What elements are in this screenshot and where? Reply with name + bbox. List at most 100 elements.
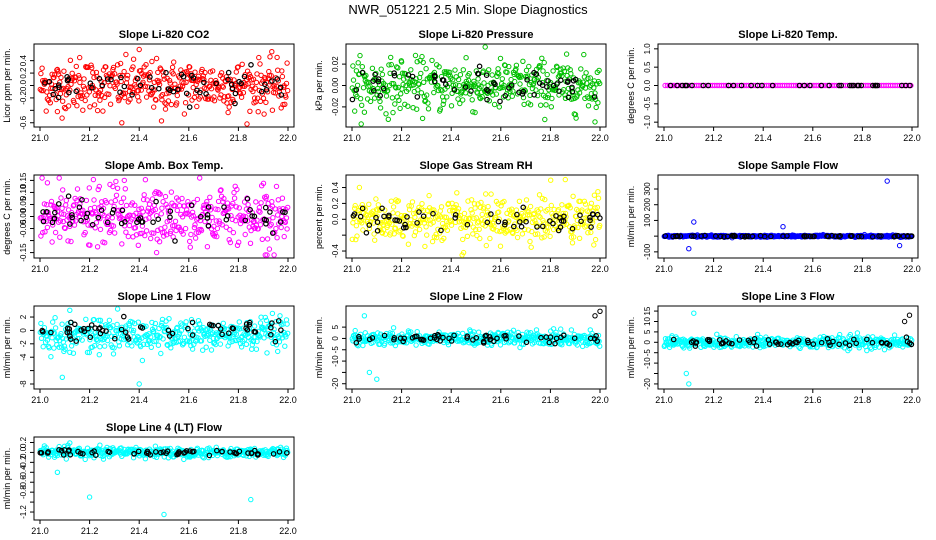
data-point	[40, 344, 46, 350]
data-point	[136, 98, 142, 104]
data-point-reference	[278, 92, 285, 98]
data-point-reference	[516, 333, 522, 339]
x-tick-label: 21.8	[542, 264, 560, 274]
data-point	[227, 339, 233, 345]
data-point	[179, 195, 185, 202]
data-point-reference	[118, 220, 125, 227]
data-point	[468, 197, 475, 203]
data-point	[187, 64, 193, 70]
outlier-point	[136, 381, 142, 387]
data-point	[891, 332, 898, 338]
outlier-point	[884, 178, 890, 184]
data-point	[197, 321, 203, 327]
y-tick-label: 0.00	[331, 77, 340, 93]
scatter-points	[661, 178, 915, 252]
x-tick-label: 21.4	[130, 264, 148, 274]
x-tick-label: 21.0	[655, 395, 673, 405]
data-point	[97, 344, 103, 350]
data-point	[220, 84, 227, 90]
data-point	[130, 56, 137, 62]
data-point-reference	[677, 233, 684, 240]
data-point-reference	[43, 209, 50, 215]
data-point-reference	[58, 447, 65, 454]
data-point	[585, 340, 591, 347]
data-point	[233, 69, 240, 75]
data-point	[158, 211, 165, 217]
data-point-reference	[440, 334, 446, 341]
data-point	[440, 101, 446, 108]
outlier-point	[683, 370, 689, 377]
data-point	[578, 66, 584, 72]
y-tick-label: 0.2	[331, 197, 340, 209]
y-tick-label: -20	[331, 377, 340, 389]
data-point	[118, 336, 124, 342]
data-point-reference	[65, 193, 72, 200]
data-point-reference	[569, 225, 576, 232]
data-point	[215, 206, 221, 213]
data-point	[59, 205, 65, 212]
data-point	[538, 206, 544, 212]
data-point-reference	[547, 218, 553, 224]
data-point	[171, 59, 177, 65]
outlier-point	[119, 120, 125, 126]
data-point	[179, 83, 186, 90]
data-point	[192, 69, 198, 75]
data-point	[375, 330, 381, 336]
data-point	[491, 223, 497, 229]
data-point	[255, 109, 261, 115]
data-point	[114, 185, 121, 192]
data-point	[355, 60, 361, 66]
data-point	[389, 330, 396, 337]
data-point-reference	[262, 81, 268, 88]
data-point-reference	[826, 82, 832, 89]
data-point-reference	[591, 94, 598, 100]
x-tick-label: 21.6	[492, 264, 510, 274]
data-point-reference	[597, 215, 603, 221]
data-point	[539, 235, 545, 241]
data-point	[44, 337, 51, 343]
data-point-reference	[811, 233, 817, 240]
data-point	[192, 222, 198, 228]
data-point	[460, 67, 466, 73]
data-point	[471, 215, 477, 222]
data-point	[536, 213, 542, 219]
data-point	[463, 216, 469, 222]
data-point-reference	[84, 210, 91, 217]
outlier-point	[54, 108, 61, 115]
data-point-reference	[523, 218, 529, 225]
data-point	[114, 306, 121, 312]
x-tick-label: 21.8	[230, 133, 248, 143]
data-point	[483, 242, 489, 249]
y-tick-label: 0.0	[643, 79, 652, 91]
data-point-reference	[349, 96, 356, 103]
data-point	[269, 199, 275, 205]
data-point	[155, 342, 162, 348]
data-point	[79, 337, 85, 343]
data-point	[490, 92, 496, 98]
data-point	[198, 338, 205, 344]
data-point	[146, 215, 152, 221]
scatter-points	[661, 310, 915, 387]
data-point	[245, 202, 251, 208]
outlier-point	[691, 219, 697, 225]
data-point	[414, 329, 420, 335]
data-point	[127, 96, 133, 103]
data-point	[165, 98, 172, 104]
data-point-reference	[229, 325, 236, 331]
data-point	[366, 201, 372, 208]
data-point	[49, 239, 55, 245]
data-point	[193, 81, 199, 88]
data-point	[595, 100, 601, 106]
data-point	[114, 321, 120, 328]
data-point	[114, 81, 120, 87]
data-point	[49, 335, 55, 341]
data-point	[252, 85, 258, 91]
data-point-reference	[66, 326, 73, 332]
data-point	[78, 90, 84, 96]
data-point	[211, 94, 217, 100]
data-point	[393, 85, 399, 91]
data-point	[95, 93, 101, 99]
y-tick-label: -0.8	[19, 485, 28, 499]
x-tick-label: 21.2	[705, 133, 723, 143]
